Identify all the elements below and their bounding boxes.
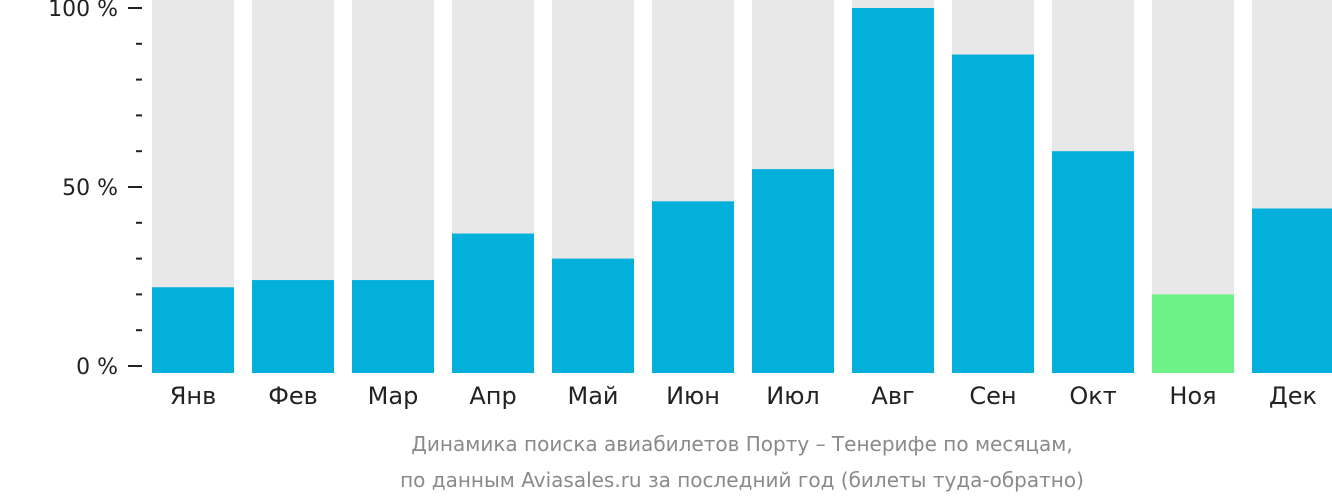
x-tick-label: Апр [469, 382, 516, 410]
bar-1 [152, 287, 234, 373]
x-tick-label: Янв [170, 382, 217, 410]
x-tick-label: Мар [368, 382, 419, 410]
y-tick-label: 50 % [62, 176, 118, 201]
bar-2 [252, 280, 334, 373]
bar-4 [452, 233, 534, 373]
bar-11 [1152, 294, 1234, 373]
bar-12 [1252, 208, 1332, 373]
x-tick-label: Июн [666, 382, 720, 410]
x-tick-label: Фев [268, 382, 318, 410]
y-tick-label: 100 % [48, 0, 118, 22]
y-tick-label: 0 % [76, 355, 118, 380]
x-tick-label: Дек [1269, 382, 1317, 410]
bar-8 [852, 8, 934, 373]
x-tick-label: Авг [871, 382, 914, 410]
bar-6 [652, 201, 734, 373]
x-tick-label: Июл [766, 382, 820, 410]
x-axis-labels: Янв Фев Мар Апр Май Июн Июл Авг Сен Окт Ноя Дек [170, 382, 1317, 410]
bar-10 [1052, 151, 1134, 373]
x-tick-label: Сен [969, 382, 1016, 410]
x-tick-label: Май [567, 382, 618, 410]
chart-caption-line-1: Динамика поиска авиабилетов Порту – Тене… [411, 432, 1072, 456]
bar-3 [352, 280, 434, 373]
bar-5 [552, 258, 634, 373]
chart-caption-line-2: по данным Aviasales.ru за последний год … [400, 468, 1084, 492]
x-tick-label: Ноя [1169, 382, 1216, 410]
bar-7 [752, 169, 834, 373]
x-tick-label: Окт [1069, 382, 1116, 410]
bars [152, 8, 1332, 373]
y-axis: 100 % 50 % 0 % [48, 0, 142, 380]
bar-9 [952, 54, 1034, 373]
